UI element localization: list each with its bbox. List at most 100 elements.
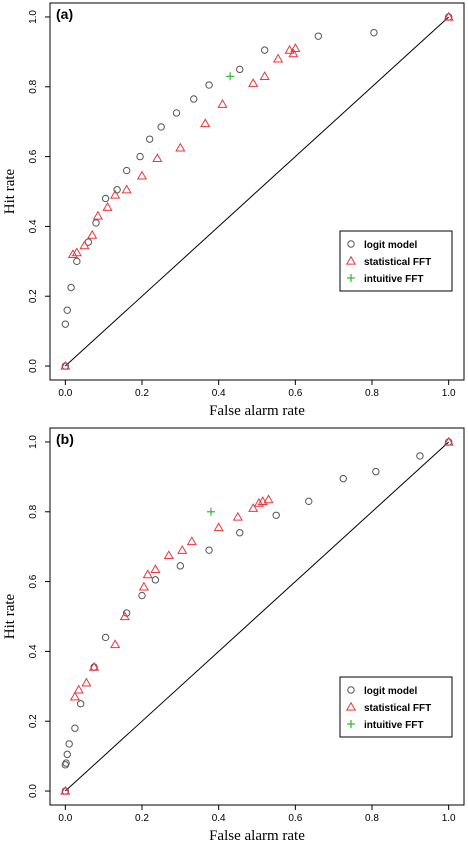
chart-a-point-intuitive-fft	[226, 72, 235, 81]
chart-b-point-statistical-fft	[232, 511, 243, 521]
chart-a-y-tick-label: 1.0	[28, 10, 39, 24]
chart-b-point-logit-model	[176, 562, 185, 570]
chart-a-x-tick-label: 0.8	[365, 388, 379, 399]
chart-a-point-statistical-fft	[443, 11, 454, 21]
chart-a-plot-frame	[49, 2, 465, 381]
chart-b-point-logit-model	[339, 474, 347, 483]
chart-b-legend-label-intuitive-fft: intuitive FFT	[364, 720, 423, 731]
chart-b-point-logit-model	[305, 497, 313, 506]
chart-b-point-statistical-fft	[73, 684, 84, 694]
chart-b-x-tick-label: 0.4	[212, 813, 226, 824]
chart-b-point-statistical-fft	[69, 691, 80, 701]
chart-a-point-statistical-fft	[87, 229, 98, 239]
chart-b-legend-marker-statistical-fft	[345, 701, 357, 711]
chart-b-y-tick-label: 0.0	[28, 784, 39, 798]
chart-a-point-statistical-fft	[200, 118, 211, 128]
chart-a-point-statistical-fft	[102, 202, 113, 211]
chart-b-point-statistical-fft	[119, 611, 130, 621]
chart-a-y-tick-label: 0.0	[28, 359, 39, 373]
chart-a-svg: 0.0 0.2 0.4 0.6 0.8 1.0 0.0 0.2 0.4 0.6 0.8 1.0 Fals…	[2, 2, 465, 419]
chart-a-point-logit-model	[157, 123, 165, 131]
chart-b-point-statistical-fft	[186, 536, 197, 546]
chart-b-point-statistical-fft	[81, 677, 92, 687]
chart-b-panel-label: (b)	[56, 431, 74, 447]
chart-a-x-tick-label: 1.0	[442, 388, 456, 399]
chart-b-y-tick-label: 0.8	[28, 504, 39, 518]
chart-b-point-statistical-fft	[177, 544, 188, 554]
chart-a-point-statistical-fft	[71, 247, 82, 257]
chart-a-point-statistical-fft	[136, 170, 148, 180]
chart-b-y-tick-label: 0.6	[28, 574, 39, 588]
chart-a-point-statistical-fft	[60, 360, 71, 370]
chart-a-point-statistical-fft	[92, 210, 103, 220]
chart-a-point-logit-model	[122, 166, 131, 175]
chart-a-point-logit-model	[136, 152, 144, 161]
chart-b-point-logit-model	[65, 740, 73, 748]
chart-b-x-tick-label: 0.6	[288, 813, 302, 824]
chart-b-point-logit-model	[62, 759, 70, 767]
chart-b-legend-label-logit-model: logit model	[364, 686, 418, 697]
chart-b-svg: 0.0 0.2 0.4 0.6 0.8 1.0 0.0 0.2 0.4 0.6 0.8 1.0 Fals…	[2, 427, 465, 844]
chart-b-point-logit-model	[372, 467, 380, 476]
chart-a-point-logit-model	[73, 257, 81, 266]
chart-b-y-tick-label: 1.0	[28, 435, 39, 449]
chart-a-x-tick-label: 0.6	[288, 388, 302, 399]
chart-a-point-logit-model	[67, 283, 75, 292]
chart-b-point-logit-model	[272, 511, 280, 519]
chart-a-legend-label-intuitive-fft: intuitive FFT	[364, 274, 423, 285]
chart-a-point-statistical-fft	[217, 99, 228, 108]
chart-b-point-statistical-fft	[142, 569, 153, 579]
chart-a-point-logit-model	[63, 306, 71, 314]
chart-b-point-statistical-fft	[248, 503, 259, 512]
chart-b-legend-label-statistical-fft: statistical FFT	[364, 703, 431, 714]
chart-b-point-logit-model	[71, 724, 79, 732]
chart-b-plot-frame	[49, 427, 465, 806]
chart-b-point-logit-model	[63, 750, 71, 759]
chart-b-x-tick-label: 0.8	[365, 813, 379, 824]
chart-b-x-axis-title: False alarm rate	[209, 828, 305, 844]
chart-panel-a: 0.0 0.2 0.4 0.6 0.8 1.0 0.0 0.2 0.4 0.6 0.8 1.0 Fals…	[2, 2, 465, 419]
chart-panel-b: 0.0 0.2 0.4 0.6 0.8 1.0 0.0 0.2 0.4 0.6 0.8 1.0 Fals…	[0, 425, 468, 850]
chart-b-point-statistical-fft	[253, 497, 264, 507]
chart-a-point-logit-model	[314, 32, 323, 40]
chart-a-point-logit-model	[205, 81, 213, 89]
chart-a-point-statistical-fft	[79, 240, 90, 250]
chart-a-point-statistical-fft	[121, 184, 132, 194]
chart-b-diagonal-line	[64, 441, 450, 792]
chart-b-x-tick-label: 1.0	[442, 813, 456, 824]
chart-b-y-tick-label: 0.4	[28, 644, 39, 658]
chart-a-point-logit-model	[145, 135, 154, 143]
chart-a-point-logit-model	[92, 219, 100, 227]
chart-a-point-logit-model	[113, 186, 121, 194]
chart-a-legend-marker-logit-model	[347, 240, 355, 248]
chart-a-y-tick-label: 0.4	[28, 219, 39, 233]
chart-a-point-logit-model	[61, 320, 70, 328]
chart-a-point-statistical-fft	[273, 53, 284, 63]
chart-b-point-statistical-fft	[213, 522, 224, 532]
chart-a-point-statistical-fft	[110, 189, 121, 199]
chart-a-legend-marker-intuitive-fft	[347, 274, 355, 282]
chart-b-point-statistical-fft	[138, 581, 149, 591]
chart-b-x-tick-label: 0.0	[58, 813, 72, 824]
chart-b-point-statistical-fft	[163, 550, 174, 560]
chart-b-point-logit-model	[205, 546, 213, 554]
chart-b-point-logit-model	[416, 452, 424, 460]
chart-a-point-statistical-fft	[259, 71, 270, 80]
chart-a-point-statistical-fft	[152, 153, 163, 162]
chart-b-y-tick-label: 0.2	[28, 714, 39, 728]
chart-a-point-statistical-fft	[67, 249, 79, 258]
chart-a-point-logit-model	[172, 109, 181, 117]
chart-a-point-logit-model	[190, 95, 198, 103]
chart-b-point-statistical-fft	[150, 564, 161, 574]
chart-b-legend-marker-intuitive-fft	[347, 720, 355, 728]
chart-b-point-statistical-fft	[443, 436, 454, 446]
chart-a-panel-label: (a)	[56, 6, 73, 22]
chart-b-point-intuitive-fft	[207, 507, 215, 516]
chart-a-point-logit-model	[236, 65, 244, 74]
chart-a-point-statistical-fft	[248, 78, 259, 87]
chart-a-point-statistical-fft	[175, 142, 186, 152]
chart-b-point-statistical-fft	[263, 494, 274, 504]
chart-a-point-logit-model	[370, 28, 378, 37]
chart-a-diagonal-line	[64, 16, 450, 367]
chart-a-x-tick-label: 0.0	[58, 388, 72, 399]
